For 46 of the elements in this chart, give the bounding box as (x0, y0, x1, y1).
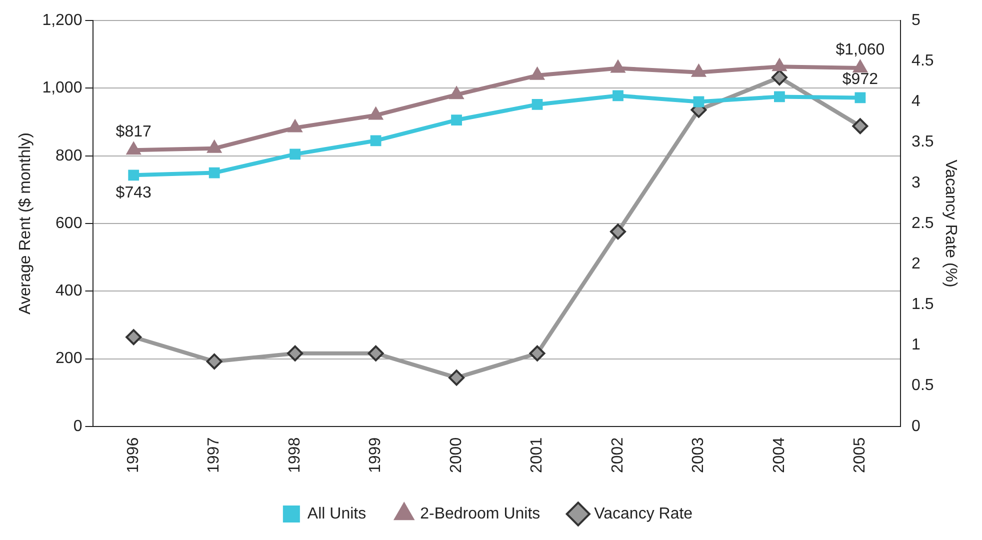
data-label: $817 (116, 124, 152, 141)
data-label: $743 (116, 184, 152, 202)
y2-tick-label: 0 (912, 418, 921, 435)
x-tick-label: 1999 (367, 437, 384, 473)
x-tick-label: 2001 (528, 437, 546, 473)
legend-label: All Units (307, 505, 366, 522)
legend-label: Vacancy Rate (594, 505, 693, 522)
y-tick-label: 400 (56, 282, 82, 300)
point (368, 345, 384, 362)
y2-tick-label: 3.5 (912, 134, 934, 151)
y2-tick-label: 4.5 (912, 52, 934, 70)
y2-tick-label: 5 (912, 12, 921, 30)
point (448, 370, 465, 386)
point (287, 345, 304, 362)
y2-axis-title: Vacancy Rate (%) (942, 160, 959, 288)
point (206, 353, 222, 370)
y2-tick-label: 2 (912, 255, 921, 272)
x-tick-label: 1998 (286, 437, 304, 473)
y2-tick-label: 1.5 (912, 296, 934, 314)
y-tick-label: 800 (56, 147, 82, 164)
point (771, 69, 788, 86)
x-tick-label: 2000 (448, 437, 465, 473)
y-tick-label: 1,200 (42, 12, 82, 30)
x-tick-label: 1996 (125, 437, 142, 473)
data-label: $972 (842, 71, 878, 88)
y2-tick-label: 3 (912, 174, 921, 192)
y2-tick-label: 2.5 (912, 214, 934, 232)
point (529, 345, 546, 362)
y2-tick-label: 0.5 (912, 377, 934, 394)
x-tick-label: 1997 (206, 437, 223, 473)
y-tick-label: 600 (56, 214, 82, 232)
y2-tick-label: 1 (912, 336, 921, 354)
point (126, 329, 142, 346)
point (852, 118, 868, 134)
x-tick-label: 2002 (609, 437, 626, 473)
y-tick-label: 1,000 (42, 80, 82, 97)
x-tick-label: 2003 (690, 437, 708, 473)
x-tick-label: 2004 (770, 437, 788, 473)
y-tick-label: 200 (56, 350, 82, 368)
y-axis-title: Average Rent ($ monthly) (17, 132, 34, 315)
point (610, 224, 626, 240)
x-tick-label: 2005 (852, 437, 869, 473)
y-tick-label: 0 (73, 418, 82, 435)
legend-label: 2-Bedroom Units (420, 505, 540, 522)
data-label: $1,060 (836, 41, 885, 58)
y2-tick-label: 4 (912, 93, 921, 110)
